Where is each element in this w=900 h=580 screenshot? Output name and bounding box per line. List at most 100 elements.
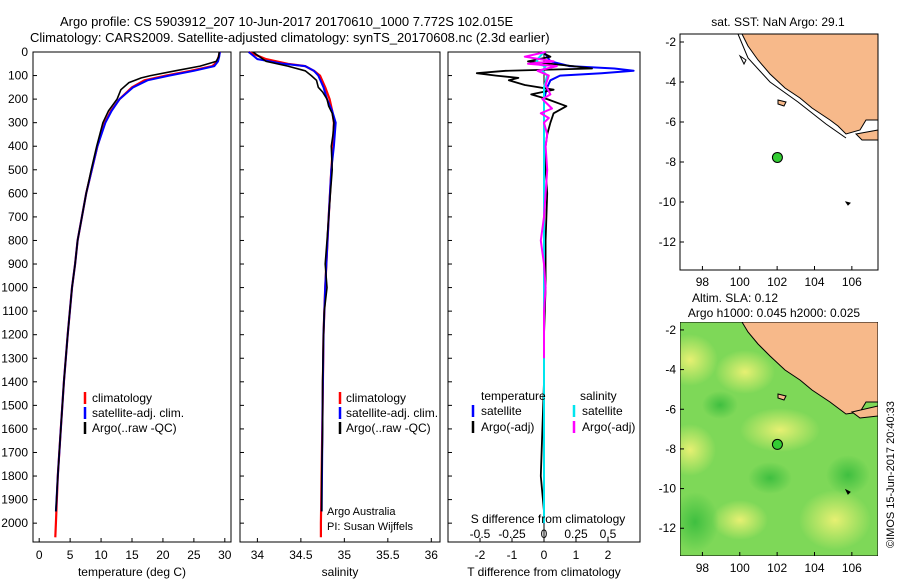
sla-high-6 <box>712 500 768 540</box>
series-line-salinity-argo-adj- <box>523 51 558 359</box>
x-tick-label: 25 <box>187 548 201 562</box>
temperature-panel-frame <box>32 51 232 543</box>
imos-stamp: ©IMOS 15-Jun-2017 20:40:33 <box>885 401 897 548</box>
temperature-legend: climatology satellite-adj. clim. Argo(..… <box>83 391 184 435</box>
sla-low-1 <box>680 492 719 552</box>
legend-sat-label: satellite-adj. clim. <box>92 406 184 420</box>
sumatra-landmass <box>741 322 878 415</box>
depth-tick-label: 300 <box>8 116 28 130</box>
s-diff-tick-label: -0.25 <box>498 527 526 541</box>
map-y-tick-label: -10 <box>659 482 677 496</box>
temperature-xlabel: temperature (deg C) <box>78 565 186 579</box>
x-tick-label: 0 <box>541 548 548 562</box>
salinity-panel-frame <box>239 51 441 543</box>
temperature-profiles <box>54 51 221 538</box>
map-x-tick-label: 106 <box>842 561 862 575</box>
depth-tick-label: 1600 <box>1 422 28 436</box>
x-tick-label: 35 <box>338 548 352 562</box>
legend-clim-label: climatology <box>346 391 406 405</box>
sla-high-3 <box>680 424 716 476</box>
legend-s-argo-label: Argo(-adj) <box>582 420 635 434</box>
depth-tick-label: 100 <box>8 69 28 83</box>
series-line-argo-raw-qc- <box>252 51 335 512</box>
x-tick-label: -2 <box>475 548 486 562</box>
sst-map <box>679 33 879 271</box>
legend-sat-label: satellite-adj. clim. <box>346 406 438 420</box>
axes: 0100200300400500600700800900100011001200… <box>1 45 616 562</box>
map-x-tick-label: 102 <box>767 561 787 575</box>
map-y-tick-label: -12 <box>659 235 677 249</box>
depth-tick-label: 600 <box>8 186 28 200</box>
credit-line2: PI: Susan Wijffels <box>327 521 413 533</box>
depth-tick-label: 1800 <box>1 469 28 483</box>
x-tick-label: 2 <box>605 548 612 562</box>
depth-tick-label: 1200 <box>1 328 28 342</box>
map-y-tick-label: -6 <box>665 402 676 416</box>
sumatra-landmass <box>741 33 879 135</box>
header-line2: Climatology: CARS2009. Satellite-adjuste… <box>30 30 550 45</box>
depth-tick-label: 1300 <box>1 351 28 365</box>
depth-tick-label: 1000 <box>1 281 28 295</box>
series-line-argo-raw-qc- <box>55 51 220 512</box>
legend-s-sat-label: satellite <box>582 404 623 418</box>
series-line-climatology <box>54 51 221 538</box>
series-line-temperature-argo-adj- <box>475 51 593 512</box>
island-enggano <box>777 99 787 107</box>
depth-tick-label: 1900 <box>1 493 28 507</box>
legend-clim-label: climatology <box>92 391 152 405</box>
s-diff-tick-label: 0.5 <box>600 527 617 541</box>
sla-map <box>680 322 878 556</box>
salinity-profiles <box>248 50 337 538</box>
legend-argo-label: Argo(..raw -QC) <box>346 421 431 435</box>
series-line-satellite-adj-clim- <box>54 51 221 512</box>
header-line1: Argo profile: CS 5903912_207 10-Jun-2017… <box>60 14 514 29</box>
x-tick-label: 15 <box>125 548 139 562</box>
sla-low-3 <box>826 455 870 495</box>
map-x-tick-label: 100 <box>730 561 750 575</box>
map-x-tick-label: 98 <box>696 561 710 575</box>
depth-tick-label: 400 <box>8 139 28 153</box>
series-line-temperature-satellite <box>543 51 635 524</box>
salinity-legend: climatology satellite-adj. clim. Argo(..… <box>327 391 438 533</box>
map-y-tick-label: -6 <box>665 115 676 129</box>
legend-temperature-title: temperature <box>481 389 546 403</box>
x-tick-label: -1 <box>507 548 518 562</box>
x-tick-label: 30 <box>218 548 232 562</box>
legend-t-argo-label: Argo(-adj) <box>481 420 534 434</box>
map-y-tick-label: -10 <box>659 195 677 209</box>
depth-tick-label: 1100 <box>2 304 28 318</box>
map-y-tick-label: -8 <box>665 155 676 169</box>
map-x-tick-label: 102 <box>767 275 787 289</box>
x-tick-label: 5 <box>67 548 74 562</box>
island-christmas <box>844 201 851 206</box>
sla-high-1 <box>680 334 718 386</box>
sst-map-frame <box>679 33 879 271</box>
sla-low-4 <box>748 462 792 494</box>
depth-tick-label: 1700 <box>1 445 28 459</box>
x-tick-label: 20 <box>156 548 170 562</box>
map-y-tick-label: -8 <box>665 442 676 456</box>
map2-title2: Argo h1000: 0.045 h2000: 0.025 <box>688 306 860 320</box>
s-diff-tick-label: 0 <box>541 527 548 541</box>
depth-tick-label: 2000 <box>1 516 28 530</box>
sla-high-4 <box>740 408 820 452</box>
x-tick-label: 10 <box>94 548 108 562</box>
coastline-offshore <box>737 33 847 139</box>
difference-legend: temperature salinity satellite Argo(-adj… <box>471 389 635 434</box>
t-difference-xlabel: T difference from climatology <box>467 565 621 579</box>
depth-tick-label: 900 <box>8 257 28 271</box>
x-tick-label: 36 <box>425 548 439 562</box>
argo-position-marker <box>771 438 783 450</box>
argo-position-marker <box>771 151 783 163</box>
island-enggano <box>777 393 787 401</box>
sla-low-2 <box>702 391 738 419</box>
java-landmass <box>850 405 878 419</box>
credit-line1: Argo Australia <box>327 506 396 518</box>
map-y-tick-label: -12 <box>659 521 677 535</box>
map-x-tick-label: 104 <box>804 275 824 289</box>
depth-tick-label: 1500 <box>1 398 28 412</box>
map1-title: sat. SST: NaN Argo: 29.1 <box>711 15 845 29</box>
x-tick-label: 35.5 <box>376 548 400 562</box>
sla-high-2 <box>715 350 775 394</box>
